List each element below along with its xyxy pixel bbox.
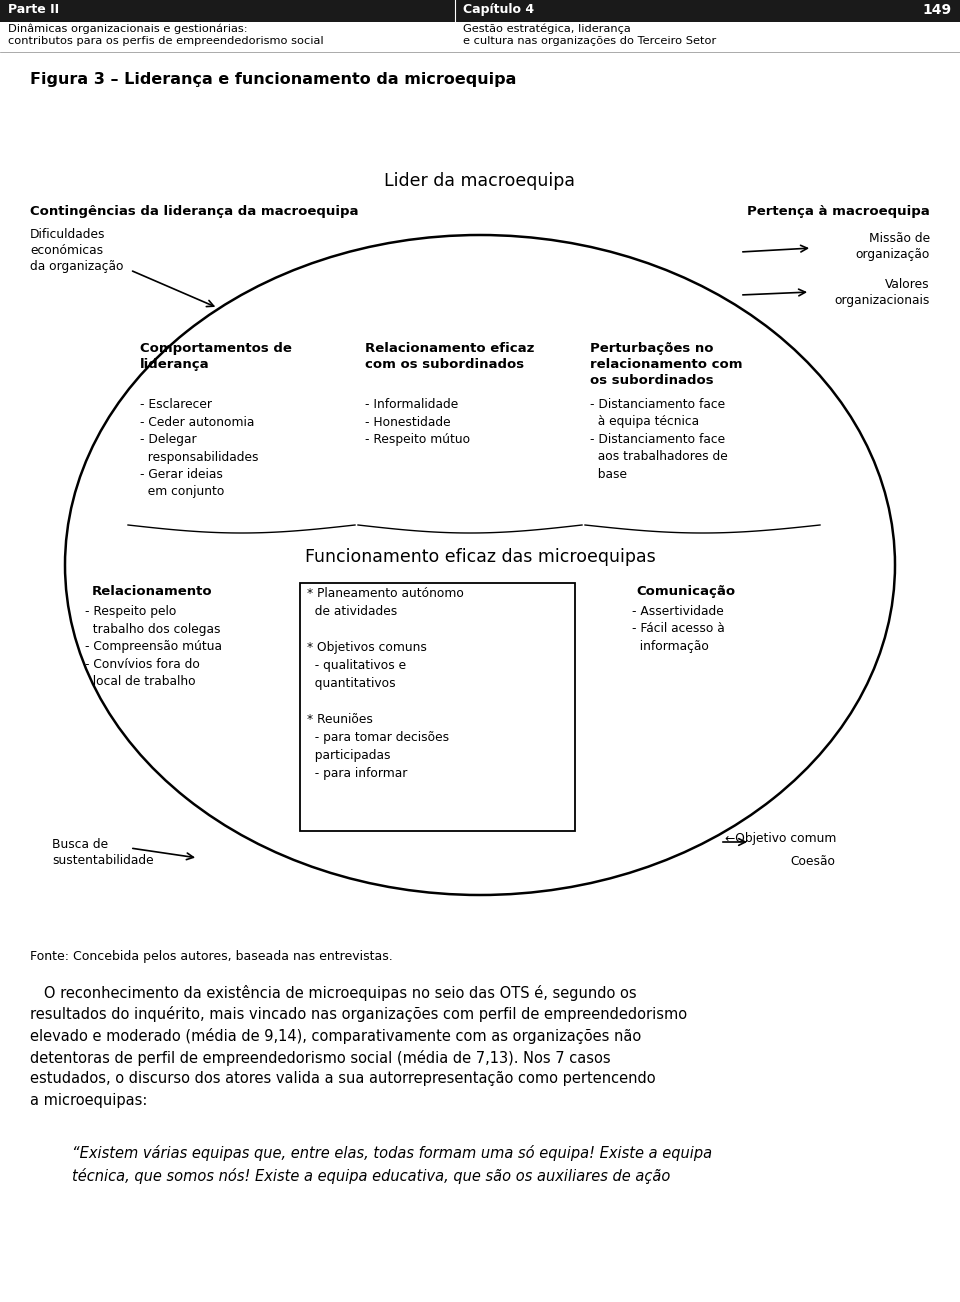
Text: e cultura nas organizações do Terceiro Setor: e cultura nas organizações do Terceiro S… bbox=[463, 36, 716, 46]
Text: técnica, que somos nós! Existe a equipa educativa, que são os auxiliares de ação: técnica, que somos nós! Existe a equipa … bbox=[72, 1168, 670, 1184]
Text: Pertença à macroequipa: Pertença à macroequipa bbox=[747, 204, 930, 217]
Text: Relacionamento: Relacionamento bbox=[92, 585, 212, 598]
Text: Fonte: Concebida pelos autores, baseada nas entrevistas.: Fonte: Concebida pelos autores, baseada … bbox=[30, 950, 393, 963]
Text: resultados do inquérito, mais vincado nas organizações com perfil de empreendedo: resultados do inquérito, mais vincado na… bbox=[30, 1006, 687, 1022]
Text: Valores
organizacionais: Valores organizacionais bbox=[834, 279, 930, 307]
Text: O reconhecimento da existência de microequipas no seio das OTS é, segundo os: O reconhecimento da existência de microe… bbox=[30, 986, 636, 1001]
Text: Funcionamento eficaz das microequipas: Funcionamento eficaz das microequipas bbox=[304, 548, 656, 566]
Text: Figura 3 – Liderança e funcionamento da microequipa: Figura 3 – Liderança e funcionamento da … bbox=[30, 72, 516, 87]
Text: - Informalidade
- Honestidade
- Respeito mútuo: - Informalidade - Honestidade - Respeito… bbox=[365, 398, 470, 447]
Text: detentoras de perfil de empreendedorismo social (média de 7,13). Nos 7 casos: detentoras de perfil de empreendedorismo… bbox=[30, 1049, 611, 1065]
Text: Comportamentos de
liderança: Comportamentos de liderança bbox=[140, 342, 292, 371]
Text: a microequipas:: a microequipas: bbox=[30, 1092, 148, 1108]
Text: Comunicação: Comunicação bbox=[636, 585, 735, 598]
Text: estudados, o discurso dos atores valida a sua autorrepresentação como pertencend: estudados, o discurso dos atores valida … bbox=[30, 1072, 656, 1086]
Text: Parte II: Parte II bbox=[8, 3, 60, 16]
Bar bbox=[300, 583, 575, 831]
Text: Dinâmicas organizacionais e gestionárias:: Dinâmicas organizacionais e gestionárias… bbox=[8, 23, 248, 34]
Text: - Assertividade
- Fácil acesso à
  informação: - Assertividade - Fácil acesso à informa… bbox=[632, 605, 725, 654]
Text: Gestão estratégica, liderança: Gestão estratégica, liderança bbox=[463, 23, 631, 34]
Text: Coesão: Coesão bbox=[790, 855, 835, 868]
Text: - Respeito pelo
  trabalho dos colegas
- Compreensão mútua
- Convívios fora do
 : - Respeito pelo trabalho dos colegas - C… bbox=[85, 605, 222, 687]
Text: Contingências da liderança da macroequipa: Contingências da liderança da macroequip… bbox=[30, 204, 358, 217]
Text: 149: 149 bbox=[923, 3, 952, 17]
Text: Perturbações no
relacionamento com
os subordinados: Perturbações no relacionamento com os su… bbox=[590, 342, 742, 387]
Text: elevado e moderado (média de 9,14), comparativamente com as organizações não: elevado e moderado (média de 9,14), comp… bbox=[30, 1029, 641, 1044]
Text: Lider da macroequipa: Lider da macroequipa bbox=[385, 172, 575, 190]
Text: “Existem várias equipas que, entre elas, todas formam uma só equipa! Existe a eq: “Existem várias equipas que, entre elas,… bbox=[72, 1144, 712, 1161]
Text: - Distanciamento face
  à equipa técnica
- Distanciamento face
  aos trabalhador: - Distanciamento face à equipa técnica -… bbox=[590, 398, 728, 480]
Text: - Esclarecer
- Ceder autonomia
- Delegar
  responsabilidades
- Gerar ideias
  em: - Esclarecer - Ceder autonomia - Delegar… bbox=[140, 398, 258, 499]
Text: Dificuldades
económicas
da organização: Dificuldades económicas da organização bbox=[30, 228, 124, 273]
Text: Capítulo 4: Capítulo 4 bbox=[463, 3, 534, 16]
Text: ←Objetivo comum: ←Objetivo comum bbox=[725, 832, 836, 845]
Text: Relacionamento eficaz
com os subordinados: Relacionamento eficaz com os subordinado… bbox=[365, 342, 535, 371]
Text: contributos para os perfis de empreendedorismo social: contributos para os perfis de empreended… bbox=[8, 36, 324, 46]
Text: * Planeamento autónomo
  de atividades

* Objetivos comuns
  - qualitativos e
  : * Planeamento autónomo de atividades * O… bbox=[307, 587, 464, 780]
Text: Busca de
sustentabilidade: Busca de sustentabilidade bbox=[52, 838, 154, 867]
Text: Missão de
organização: Missão de organização bbox=[855, 232, 930, 260]
Bar bbox=[0, 0, 960, 22]
